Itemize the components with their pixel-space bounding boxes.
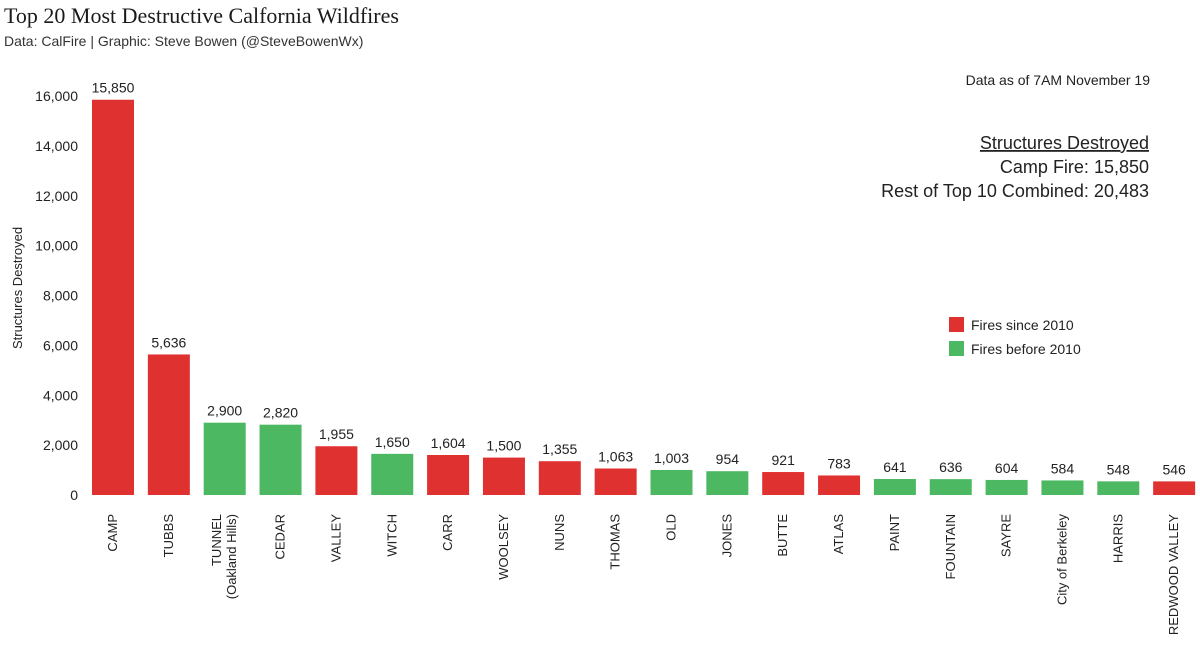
x-tick-label: VALLEY (328, 514, 343, 563)
bar (594, 468, 637, 495)
x-tick-label: THOMAS (608, 514, 623, 570)
bar (1097, 481, 1140, 495)
x-tick-label: SAYRE (999, 514, 1014, 557)
x-tick-label: CAMP (105, 514, 120, 552)
y-tick-label: 8,000 (43, 288, 78, 304)
bar (650, 469, 693, 495)
bar (818, 475, 861, 495)
x-tick-label: FOUNTAIN (943, 514, 958, 579)
bar (1041, 480, 1084, 495)
y-tick-label: 0 (70, 487, 78, 503)
summary-rest-combined: Rest of Top 10 Combined: 20,483 (881, 181, 1149, 201)
bar-value-label: 2,900 (207, 403, 242, 419)
x-tick-label: CARR (440, 514, 455, 551)
x-tick-label: HARRIS (1110, 514, 1125, 563)
legend-label-before-2010: Fires before 2010 (971, 341, 1081, 357)
y-tick-label: 2,000 (43, 437, 78, 453)
bar-value-label: 954 (716, 451, 740, 467)
bar-value-label: 921 (772, 452, 796, 468)
bar-value-label: 641 (883, 459, 907, 475)
bar-value-label: 1,003 (654, 450, 689, 466)
y-tick-label: 6,000 (43, 337, 78, 353)
bar-value-label: 604 (995, 460, 1019, 476)
x-tick-label: WOOLSEY (496, 514, 511, 580)
y-axis-label: Structures Destroyed (10, 227, 25, 349)
bar-value-label: 1,604 (431, 435, 466, 451)
bar (371, 453, 414, 495)
chart-subtitle: Data: CalFire | Graphic: Steve Bowen (@S… (4, 33, 364, 49)
bar-value-label: 2,820 (263, 405, 298, 421)
x-tick-label: City of Berkeley (1054, 514, 1069, 606)
bar (203, 422, 246, 495)
bar-value-label: 15,850 (92, 80, 135, 96)
bar-value-label: 1,650 (375, 434, 410, 450)
bar (427, 455, 470, 495)
bar-value-label: 1,500 (486, 438, 521, 454)
x-tick-label: BUTTE (775, 514, 790, 557)
y-tick-label: 10,000 (35, 238, 78, 254)
y-tick-label: 4,000 (43, 387, 78, 403)
bar-value-label: 5,636 (151, 334, 186, 350)
bar (985, 479, 1028, 495)
y-axis-ticks: 0 2,000 4,000 6,000 8,000 10,000 12,000 14,000 1… (35, 88, 78, 503)
bar-value-label: 1,955 (319, 426, 354, 442)
bar (762, 472, 805, 495)
y-tick-label: 14,000 (35, 138, 78, 154)
date-note: Data as of 7AM November 19 (966, 72, 1151, 88)
bar-value-label: 546 (1162, 461, 1186, 477)
legend-swatch-before-2010 (949, 341, 964, 356)
x-tick-label: TUNNEL (209, 514, 224, 566)
bar (315, 446, 358, 495)
x-tick-label: CEDAR (273, 514, 288, 560)
bar (929, 479, 972, 495)
summary-heading: Structures Destroyed (980, 133, 1149, 153)
x-tick-label: OLD (664, 514, 679, 541)
bar (259, 424, 302, 495)
bar-value-label: 1,063 (598, 448, 633, 464)
bar (92, 99, 134, 495)
chart-title: Top 20 Most Destructive Calfornia Wildfi… (4, 3, 399, 28)
x-tick-label: WITCH (384, 514, 399, 557)
bar-value-label: 1,355 (542, 441, 577, 457)
x-tick-label: (Oakland Hills) (224, 514, 239, 599)
bar-value-label: 548 (1107, 461, 1131, 477)
legend-label-since-2010: Fires since 2010 (971, 317, 1074, 333)
bar-value-label: 584 (1051, 460, 1075, 476)
value-labels: 15,850 5,636 2,900 2,820 1,955 1,650 1,604 1,50… (92, 80, 1186, 478)
bar (873, 479, 916, 495)
bar-value-label: 636 (939, 459, 963, 475)
bar (482, 457, 525, 495)
bar-value-label: 783 (827, 455, 851, 471)
x-tick-label: TUBBS (161, 514, 176, 558)
x-tick-label: REDWOOD VALLEY (1166, 514, 1181, 635)
x-tick-label: NUNS (552, 514, 567, 551)
bar (1153, 481, 1196, 495)
category-labels: CAMP TUBBS TUNNEL (Oakland Hills) CEDAR VALLE… (105, 514, 1181, 636)
y-tick-label: 16,000 (35, 88, 78, 104)
legend: Fires since 2010 Fires before 2010 (949, 317, 1081, 357)
summary-camp-fire: Camp Fire: 15,850 (1000, 157, 1149, 177)
bar (706, 471, 749, 495)
bars (92, 99, 1196, 495)
y-tick-label: 12,000 (35, 188, 78, 204)
x-tick-label: ATLAS (831, 514, 846, 555)
bar (147, 354, 190, 495)
legend-swatch-since-2010 (949, 317, 964, 332)
x-tick-label: JONES (719, 514, 734, 558)
x-tick-label: PAINT (887, 514, 902, 551)
bar (538, 461, 581, 495)
